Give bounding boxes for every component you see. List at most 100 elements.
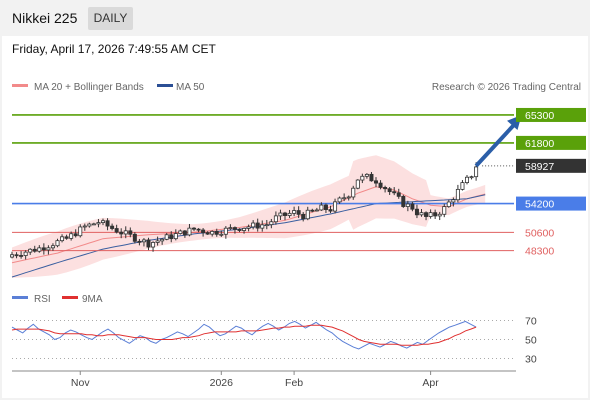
level-label-box-54200 <box>516 196 586 211</box>
candle-body <box>160 238 165 242</box>
candle-body <box>196 228 201 231</box>
level-label-48300: 48300 <box>525 246 554 258</box>
candle <box>287 209 292 218</box>
candle <box>178 229 183 235</box>
ma50-legend-label: MA 50 <box>176 82 205 93</box>
candle <box>337 196 342 205</box>
candle-body <box>223 227 228 235</box>
candle <box>310 208 315 213</box>
candle <box>460 180 465 191</box>
candle-body <box>32 248 37 252</box>
candle <box>346 195 351 201</box>
candle-body <box>132 233 137 242</box>
header-bar: Nikkei 225 DAILY <box>0 0 590 36</box>
candle <box>442 203 447 218</box>
candle-body <box>64 236 69 239</box>
candle <box>455 184 460 203</box>
candle-body <box>91 223 96 226</box>
candle-body <box>301 213 306 220</box>
candle <box>123 226 128 239</box>
candle <box>128 227 133 238</box>
candle <box>110 223 115 231</box>
x-tick-label: Apr <box>422 377 439 389</box>
candle-body <box>264 224 269 227</box>
candle <box>37 245 42 253</box>
candle <box>451 197 456 207</box>
candle-body <box>296 210 301 215</box>
candle-body <box>60 236 65 242</box>
candle <box>301 212 306 222</box>
candle-body <box>119 231 124 235</box>
candle <box>132 232 137 244</box>
candle <box>355 179 360 190</box>
candle-body <box>383 187 388 190</box>
candle-body <box>219 233 224 236</box>
period-selector[interactable]: DAILY <box>88 7 133 30</box>
candle <box>64 234 69 240</box>
candle-body <box>232 227 237 230</box>
candle-body <box>55 240 60 247</box>
candle <box>410 201 415 212</box>
candle-body <box>424 212 429 217</box>
candle <box>196 228 201 233</box>
candle <box>28 248 33 255</box>
candle <box>378 180 383 190</box>
candle-body <box>210 231 215 235</box>
rsi-legend-label: RSI <box>34 294 51 305</box>
candle <box>242 227 247 234</box>
candle-body <box>191 227 196 230</box>
candle <box>342 193 347 202</box>
ma20-legend-swatch <box>12 84 28 87</box>
candle-body <box>46 247 51 251</box>
candle <box>360 173 365 184</box>
candle-body <box>237 228 242 231</box>
candle <box>319 202 324 211</box>
candle <box>32 245 37 253</box>
candle-body <box>310 209 315 212</box>
candle <box>46 245 51 255</box>
candle-body <box>141 239 146 243</box>
candle <box>260 220 265 232</box>
candle-body <box>410 203 415 210</box>
candle <box>50 243 55 251</box>
candle-body <box>101 220 106 223</box>
candle <box>223 226 228 239</box>
x-tick-label: Nov <box>71 377 90 389</box>
ma9-legend-label: 9MA <box>82 294 103 305</box>
candle-body <box>360 175 365 181</box>
candle <box>296 206 301 219</box>
candle-body <box>187 227 192 236</box>
candle <box>169 231 174 243</box>
candle <box>269 218 274 229</box>
candle <box>78 224 83 238</box>
candle-body <box>342 197 347 200</box>
candle <box>173 229 178 241</box>
candle <box>278 209 283 220</box>
candle-body <box>460 182 465 190</box>
candle-body <box>369 173 374 182</box>
candle-body <box>305 209 310 220</box>
candle <box>424 211 429 221</box>
candle-body <box>351 187 356 198</box>
candle <box>328 205 333 214</box>
candle-body <box>137 240 142 243</box>
candle-body <box>346 196 351 199</box>
candle-body <box>292 210 297 214</box>
candle-body <box>273 215 278 223</box>
candle <box>351 185 356 200</box>
candle <box>237 228 242 233</box>
candle-body <box>355 179 360 189</box>
candle <box>428 209 433 219</box>
candle <box>87 222 92 228</box>
candle <box>60 234 65 243</box>
candle-body <box>419 212 424 216</box>
candle-body <box>282 212 287 216</box>
candle <box>187 223 192 237</box>
candle <box>137 238 142 246</box>
candle-body <box>405 203 410 207</box>
candle <box>464 175 469 185</box>
candle <box>73 229 78 238</box>
candle-body <box>269 221 274 226</box>
candle-body <box>28 248 33 253</box>
